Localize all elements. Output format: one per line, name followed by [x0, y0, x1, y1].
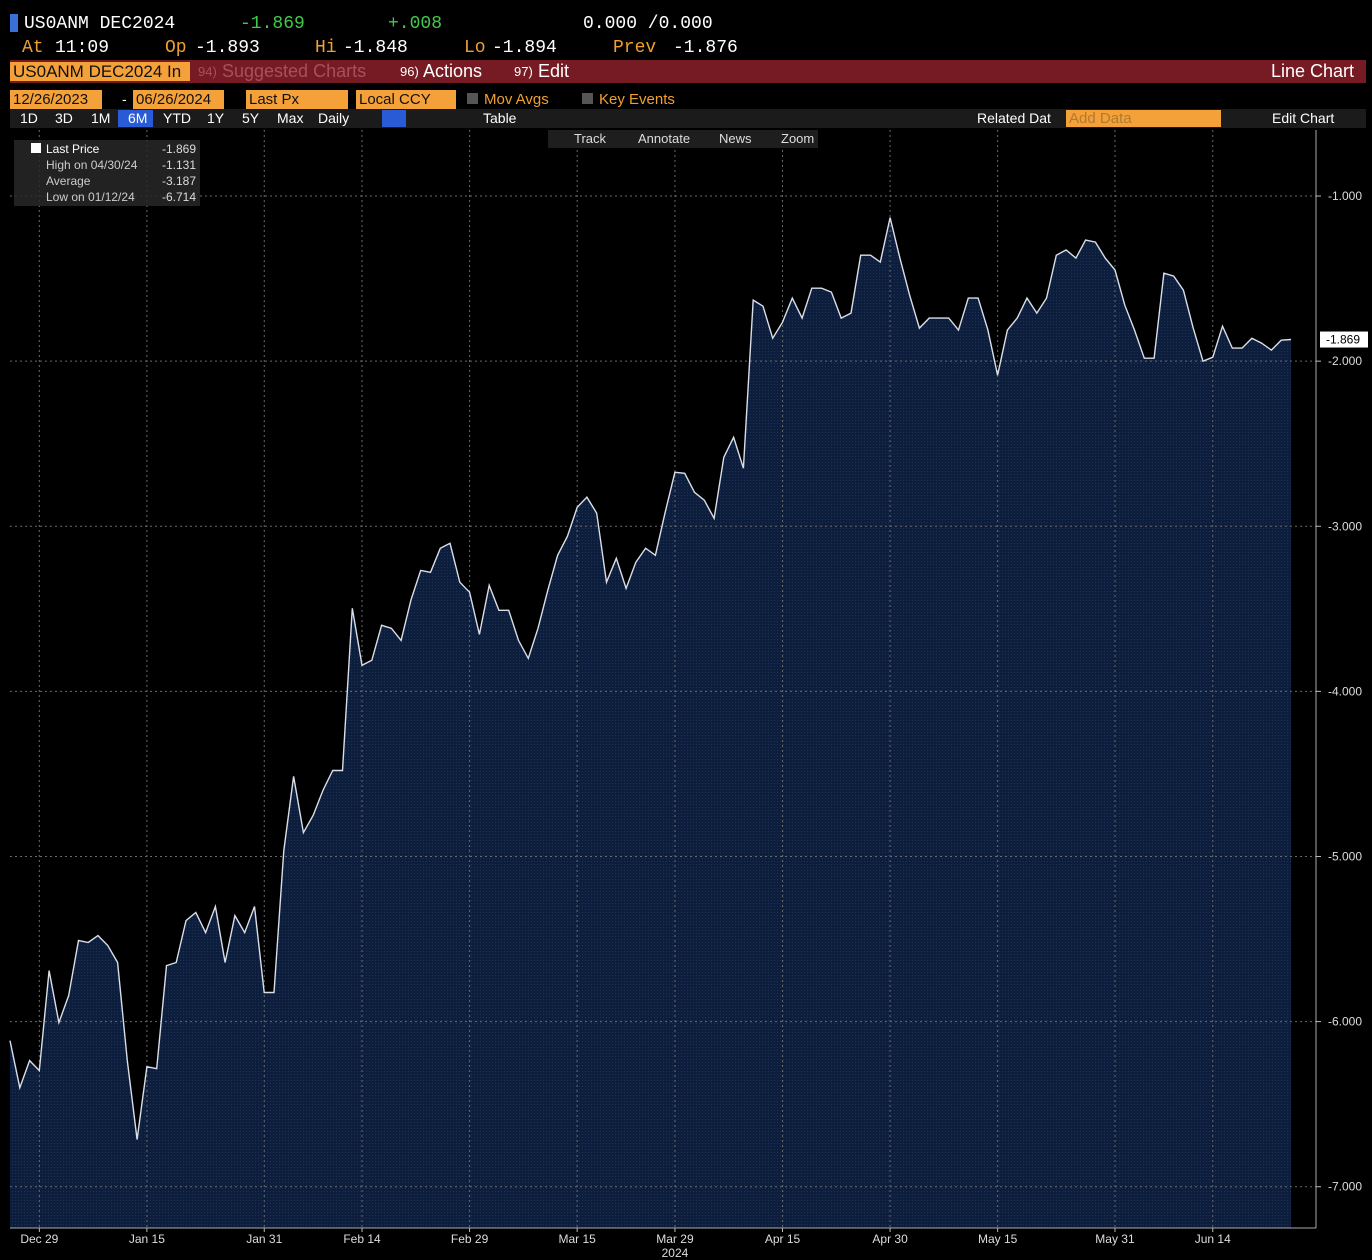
legend-label: Low on 01/12/24: [46, 190, 135, 204]
ticker: US0ANM DEC2024: [24, 14, 176, 34]
quote-value: -1.876: [673, 38, 738, 58]
chart-type: Line Chart: [1270, 61, 1354, 81]
period-button[interactable]: 3D: [55, 110, 73, 126]
menu-bar: [10, 60, 1366, 83]
quote-value: 11:09: [55, 38, 110, 58]
quote-label: Op: [165, 38, 187, 58]
last-price: -1.869: [240, 14, 305, 34]
checkbox-label[interactable]: Key Events: [599, 91, 675, 108]
period-button[interactable]: 1M: [91, 110, 111, 126]
x-tick-label: May 31: [1095, 1232, 1135, 1246]
checkbox-label[interactable]: Mov Avgs: [484, 91, 549, 108]
legend-value: -6.714: [161, 190, 196, 204]
period-button[interactable]: 6M: [128, 110, 148, 126]
quote-label: At: [22, 38, 44, 58]
period-button[interactable]: 1Y: [207, 110, 225, 126]
table-button[interactable]: Table: [483, 110, 517, 126]
tool[interactable]: News: [719, 131, 752, 146]
price-line: [9, 217, 1292, 1140]
menu-code[interactable]: 97): [514, 64, 533, 79]
x-tick-label: Apr 15: [765, 1232, 801, 1246]
date-separator: -: [122, 91, 127, 107]
tool[interactable]: Track: [574, 131, 607, 146]
legend-value: -1.869: [161, 142, 196, 156]
quote-value: -1.894: [492, 38, 557, 58]
x-tick-label: Feb 14: [343, 1232, 381, 1246]
x-tick-label: Jun 14: [1195, 1232, 1231, 1246]
x-tick-label: Feb 29: [451, 1232, 489, 1246]
currency-select[interactable]: Local CCY: [356, 90, 456, 109]
x-tick-label: May 15: [978, 1232, 1018, 1246]
ticker-marker: [10, 14, 18, 32]
toolbar: [10, 109, 1366, 128]
area-texture: [10, 217, 1291, 1228]
x-tick-label: Jan 15: [129, 1232, 165, 1246]
period-button[interactable]: 1D: [20, 110, 38, 126]
x-tick-label: Jan 31: [246, 1232, 282, 1246]
quote-label: Lo: [464, 38, 486, 58]
end-date[interactable]: 06/26/2024: [133, 90, 224, 109]
selected-period-bg: [118, 110, 153, 127]
x-tick-label: Apr 30: [872, 1232, 908, 1246]
legend-value: -3.187: [161, 174, 196, 188]
period-button[interactable]: Max: [277, 110, 304, 126]
legend-value: -1.131: [161, 158, 196, 172]
field-select[interactable]: Last Px: [246, 90, 348, 109]
y-tick-label: -3.000: [1328, 519, 1362, 533]
tool[interactable]: Annotate: [638, 131, 691, 146]
legend-label: Average: [46, 174, 91, 188]
legend: [14, 140, 200, 206]
year-label: 2024: [662, 1246, 689, 1260]
menu-label[interactable]: Edit: [538, 61, 570, 81]
chart-tools: [548, 130, 818, 148]
frequency[interactable]: Daily: [318, 110, 350, 126]
x-tick-label: Dec 29: [20, 1232, 58, 1246]
y-tick-label: -7.000: [1328, 1180, 1362, 1194]
quote-value: -1.848: [343, 38, 408, 58]
line-icon[interactable]: [382, 110, 406, 127]
checkbox[interactable]: [582, 93, 593, 104]
start-date[interactable]: 12/26/2023: [10, 90, 102, 109]
y-tick-label: -6.000: [1328, 1015, 1362, 1029]
last-price-tag: [1320, 331, 1368, 348]
x-tick-label: Mar 15: [558, 1232, 596, 1246]
y-tick-label: -2.000: [1328, 354, 1362, 368]
y-tick-label: -1.000: [1328, 189, 1362, 203]
quote-value: -1.893: [195, 38, 260, 58]
menu-label[interactable]: Suggested Charts: [222, 61, 367, 81]
menu-code[interactable]: 94): [198, 64, 217, 79]
period-button[interactable]: 5Y: [242, 110, 260, 126]
related-data[interactable]: Related Dat: [977, 110, 1051, 126]
last-price-tag-label: -1.869: [1326, 333, 1360, 347]
y-tick-label: -4.000: [1328, 684, 1362, 698]
security-field[interactable]: US0ANM DEC2024 In: [10, 62, 190, 81]
add-data-input[interactable]: Add Data: [1066, 110, 1221, 127]
edit-chart[interactable]: Edit Chart: [1272, 110, 1335, 126]
y-tick-label: -5.000: [1328, 849, 1362, 863]
quote-label: Prev: [613, 38, 657, 58]
x-tick-label: Mar 29: [656, 1232, 694, 1246]
period-button[interactable]: YTD: [163, 110, 191, 126]
legend-swatch: [31, 143, 41, 153]
legend-label: Last Price: [46, 142, 100, 156]
net-change: +.008: [388, 14, 443, 34]
menu-label[interactable]: Actions: [423, 61, 483, 81]
quote-label: Hi: [315, 38, 337, 58]
checkbox[interactable]: [467, 93, 478, 104]
bid-ask: 0.000 /0.000: [583, 14, 713, 34]
tool[interactable]: Zoom: [781, 131, 815, 146]
legend-label: High on 04/30/24: [46, 158, 138, 172]
menu-code[interactable]: 96): [400, 64, 419, 79]
